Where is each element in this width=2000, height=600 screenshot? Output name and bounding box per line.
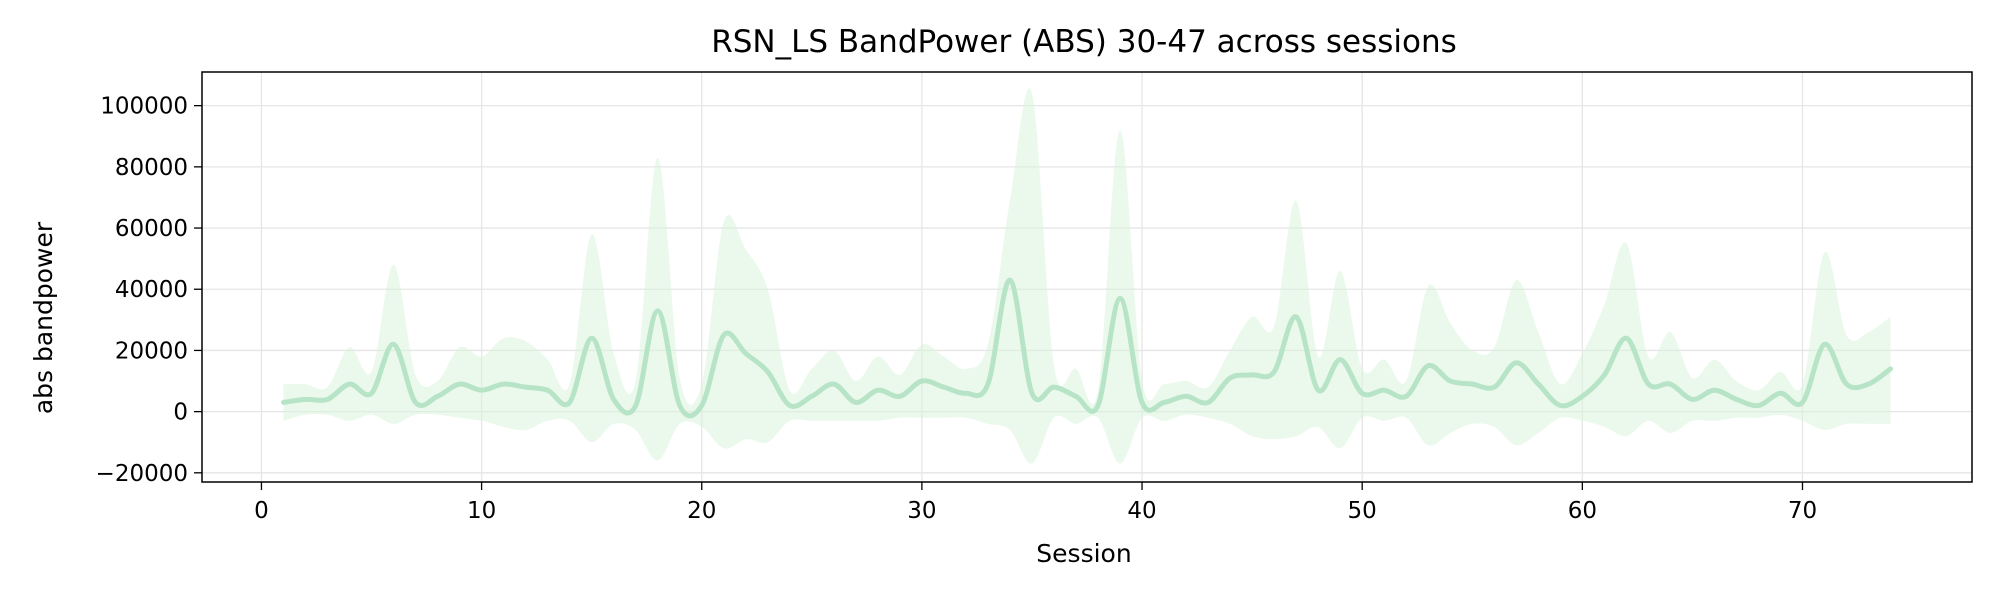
y-tick-label: 0: [173, 400, 188, 426]
x-tick-label: 20: [687, 498, 716, 524]
series-line: [281, 277, 1893, 419]
chart-title: RSN_LS BandPower (ABS) 30-47 across sess…: [711, 24, 1457, 60]
x-axis: 0 10 20 30 40 50 60 70: [254, 482, 1817, 524]
confidence-band: [283, 88, 1891, 464]
y-tick-label: 40000: [115, 277, 188, 303]
x-tick-label: 30: [907, 498, 936, 524]
x-tick-label: 10: [467, 498, 496, 524]
x-tick-label: 50: [1348, 498, 1377, 524]
y-tick-label: 20000: [115, 338, 188, 364]
y-tick-label: −20000: [96, 461, 188, 487]
plot-frame: [201, 71, 1973, 483]
y-tick-label: 60000: [115, 216, 188, 242]
x-tick-label: 40: [1127, 498, 1156, 524]
x-axis-label: Session: [1036, 539, 1131, 568]
x-tick-label: 60: [1568, 498, 1597, 524]
x-tick-label: 70: [1788, 498, 1817, 524]
x-tick-label: 0: [254, 498, 269, 524]
y-tick-label: 100000: [100, 94, 188, 120]
y-tick-label: 80000: [115, 155, 188, 181]
y-axis-label: abs bandpower: [29, 221, 58, 414]
y-axis: −20000 0 20000 40000 60000 80000 100000: [96, 94, 202, 487]
